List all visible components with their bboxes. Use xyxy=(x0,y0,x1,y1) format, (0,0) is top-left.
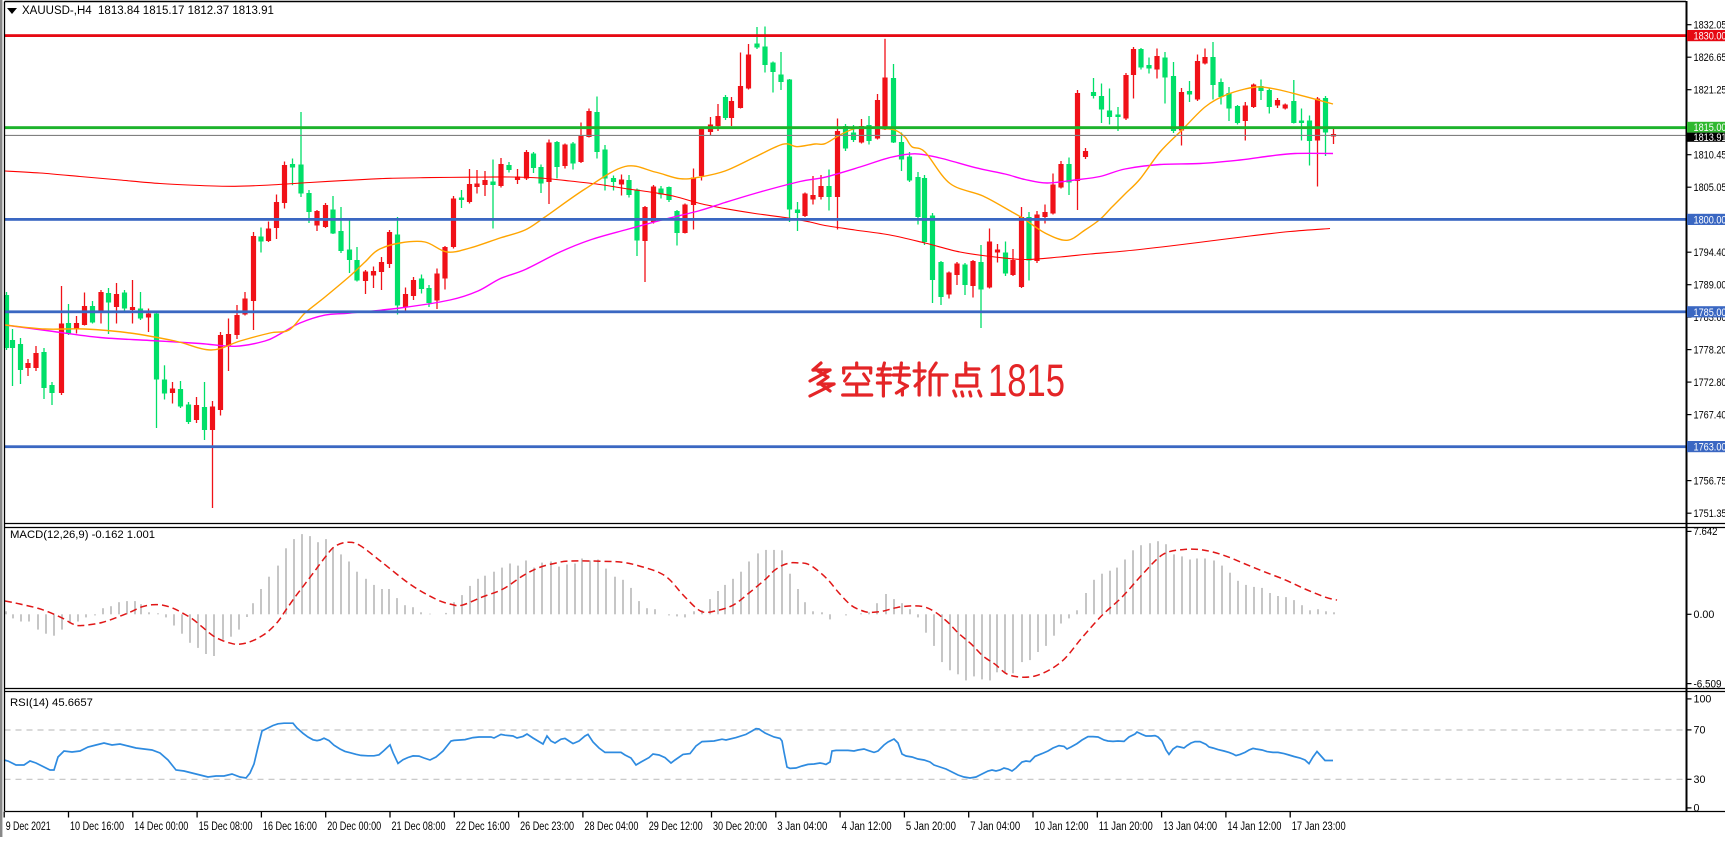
svg-text:1826.65: 1826.65 xyxy=(1694,52,1725,64)
svg-text:0.00: 0.00 xyxy=(1694,609,1715,621)
svg-text:13 Jan 04:00: 13 Jan 04:00 xyxy=(1163,821,1217,833)
svg-text:1751.35: 1751.35 xyxy=(1694,508,1725,520)
svg-text:1756.75: 1756.75 xyxy=(1694,475,1725,487)
svg-text:26 Dec 23:00: 26 Dec 23:00 xyxy=(520,821,574,833)
svg-text:MACD(12,26,9) -0.162 1.001: MACD(12,26,9) -0.162 1.001 xyxy=(10,529,155,541)
svg-text:20 Dec 00:00: 20 Dec 00:00 xyxy=(327,821,381,833)
svg-text:3 Jan 04:00: 3 Jan 04:00 xyxy=(777,821,827,833)
svg-text:1794.40: 1794.40 xyxy=(1694,247,1725,259)
svg-text:100: 100 xyxy=(1694,694,1712,706)
svg-text:16 Dec 16:00: 16 Dec 16:00 xyxy=(263,821,317,833)
svg-text:70: 70 xyxy=(1694,725,1706,737)
svg-text:30: 30 xyxy=(1694,774,1706,786)
svg-text:RSI(14) 45.6657: RSI(14) 45.6657 xyxy=(10,697,93,709)
svg-text:15 Dec 08:00: 15 Dec 08:00 xyxy=(199,821,253,833)
svg-text:1821.25: 1821.25 xyxy=(1694,85,1725,97)
svg-text:10 Jan 12:00: 10 Jan 12:00 xyxy=(1035,821,1089,833)
svg-text:29 Dec 12:00: 29 Dec 12:00 xyxy=(649,821,703,833)
svg-text:1763.00: 1763.00 xyxy=(1694,442,1725,454)
svg-text:1830.00: 1830.00 xyxy=(1694,31,1725,43)
svg-text:14 Dec 00:00: 14 Dec 00:00 xyxy=(134,821,188,833)
svg-text:7.642: 7.642 xyxy=(1694,526,1718,538)
svg-text:1815: 1815 xyxy=(988,355,1065,406)
svg-text:30 Dec 20:00: 30 Dec 20:00 xyxy=(713,821,767,833)
svg-text:1778.20: 1778.20 xyxy=(1694,344,1725,356)
svg-text:22 Dec 16:00: 22 Dec 16:00 xyxy=(456,821,510,833)
svg-text:14 Jan 12:00: 14 Jan 12:00 xyxy=(1227,821,1281,833)
svg-text:1789.00: 1789.00 xyxy=(1694,280,1725,292)
svg-text:0: 0 xyxy=(1694,803,1700,815)
svg-text:1805.05: 1805.05 xyxy=(1694,182,1725,194)
svg-text:1800.00: 1800.00 xyxy=(1694,214,1725,226)
svg-text:1772.80: 1772.80 xyxy=(1694,377,1725,389)
svg-text:28 Dec 04:00: 28 Dec 04:00 xyxy=(584,821,638,833)
svg-text:10 Dec 16:00: 10 Dec 16:00 xyxy=(70,821,124,833)
svg-text:17 Jan 23:00: 17 Jan 23:00 xyxy=(1292,821,1346,833)
svg-text:11 Jan 20:00: 11 Jan 20:00 xyxy=(1099,821,1153,833)
svg-text:-6.509: -6.509 xyxy=(1694,678,1722,690)
svg-text:4 Jan 12:00: 4 Jan 12:00 xyxy=(842,821,892,833)
svg-text:9 Dec 2021: 9 Dec 2021 xyxy=(6,821,51,833)
svg-text:7 Jan 04:00: 7 Jan 04:00 xyxy=(970,821,1020,833)
svg-text:1813.91: 1813.91 xyxy=(1694,132,1725,144)
svg-text:1767.40: 1767.40 xyxy=(1694,409,1725,421)
svg-text:XAUUSD-,H4 1813.84 1815.17 18: XAUUSD-,H4 1813.84 1815.17 1812.37 1813.… xyxy=(22,5,274,17)
svg-text:21 Dec 08:00: 21 Dec 08:00 xyxy=(392,821,446,833)
svg-text:5 Jan 20:00: 5 Jan 20:00 xyxy=(906,821,956,833)
svg-text:1810.45: 1810.45 xyxy=(1694,150,1725,162)
svg-text:1785.00: 1785.00 xyxy=(1694,307,1725,319)
